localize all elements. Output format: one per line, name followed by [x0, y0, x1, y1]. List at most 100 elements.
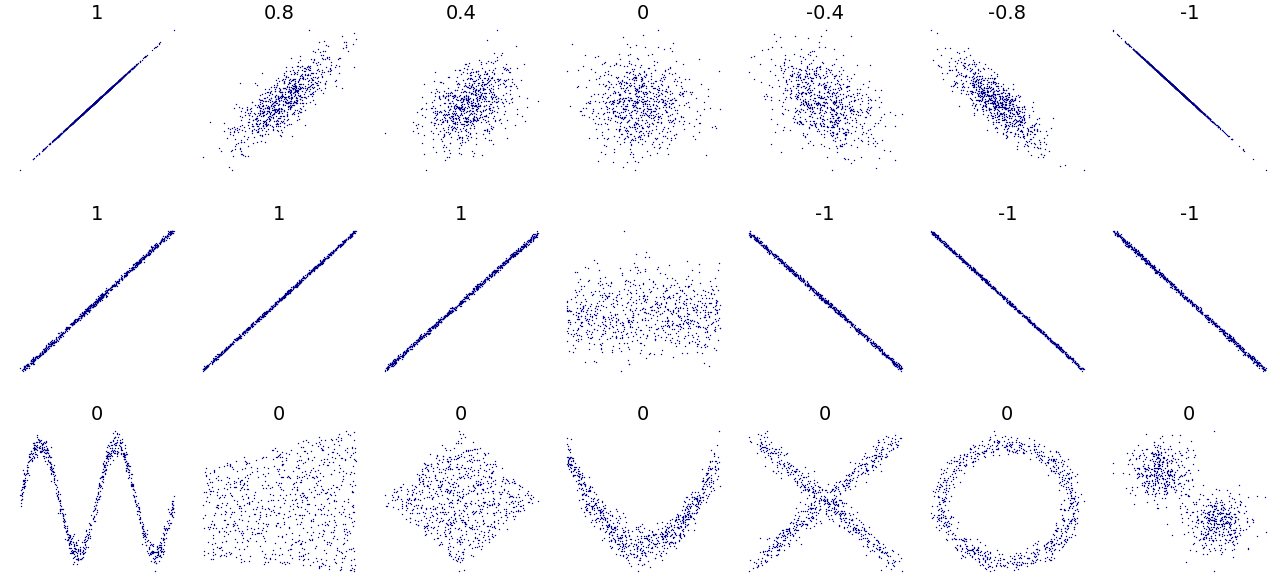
Point	[957, 258, 978, 267]
Point	[1126, 48, 1147, 57]
Point	[142, 243, 163, 252]
Point	[334, 238, 355, 247]
Point	[229, 333, 250, 342]
Point	[957, 260, 978, 269]
Point	[699, 489, 719, 498]
Point	[14, 478, 35, 487]
Point	[925, 522, 946, 531]
Point	[873, 349, 893, 359]
Point	[933, 494, 954, 503]
Point	[324, 453, 344, 463]
Point	[83, 99, 104, 109]
Point	[1161, 79, 1181, 88]
Point	[77, 305, 97, 314]
Point	[154, 528, 174, 537]
Point	[393, 352, 413, 361]
Point	[1142, 61, 1162, 71]
Point	[614, 530, 635, 540]
Point	[55, 510, 76, 519]
Point	[979, 547, 1000, 557]
Point	[659, 102, 680, 111]
Point	[649, 83, 669, 92]
Point	[225, 478, 246, 487]
Point	[1171, 288, 1192, 298]
Point	[302, 82, 323, 91]
Point	[1000, 551, 1020, 561]
Point	[462, 287, 483, 296]
Point	[142, 244, 163, 253]
Point	[820, 81, 841, 91]
Point	[278, 472, 298, 481]
Point	[61, 119, 82, 128]
Point	[960, 546, 980, 555]
Point	[809, 71, 829, 81]
Point	[109, 75, 129, 85]
Point	[59, 531, 79, 541]
Point	[1056, 350, 1076, 359]
Point	[220, 460, 241, 470]
Point	[481, 467, 502, 477]
Point	[264, 98, 284, 107]
Point	[1161, 466, 1181, 475]
Point	[844, 89, 864, 99]
Point	[969, 450, 989, 459]
Point	[957, 258, 978, 267]
Point	[68, 315, 88, 324]
Point	[280, 102, 301, 112]
Point	[845, 459, 865, 468]
Point	[456, 94, 476, 103]
Point	[804, 500, 824, 510]
Point	[1119, 242, 1139, 252]
Point	[584, 324, 604, 333]
Point	[1041, 336, 1061, 346]
Point	[658, 103, 678, 112]
Point	[307, 260, 328, 269]
Point	[270, 113, 291, 123]
Point	[884, 360, 905, 370]
Point	[634, 98, 654, 107]
Point	[591, 120, 612, 129]
Point	[238, 325, 259, 334]
Point	[1143, 465, 1164, 474]
Point	[1149, 267, 1170, 276]
Point	[1023, 319, 1043, 329]
Point	[228, 333, 248, 342]
Point	[867, 544, 887, 553]
Point	[1201, 314, 1221, 324]
Point	[474, 276, 494, 286]
Point	[458, 58, 479, 68]
Point	[70, 554, 91, 564]
Point	[1004, 115, 1024, 124]
Point	[1034, 553, 1055, 562]
Point	[312, 525, 333, 534]
Point	[977, 554, 997, 564]
Point	[645, 89, 666, 99]
Point	[393, 350, 413, 360]
Point	[991, 120, 1011, 130]
Point	[319, 42, 339, 51]
Point	[79, 520, 100, 529]
Point	[1025, 130, 1046, 139]
Point	[486, 262, 507, 272]
Point	[1176, 93, 1197, 102]
Point	[56, 522, 77, 531]
Point	[56, 124, 77, 134]
Point	[600, 96, 621, 106]
Point	[259, 107, 279, 116]
Point	[699, 334, 719, 343]
Point	[116, 68, 137, 78]
Point	[782, 465, 803, 475]
Point	[88, 481, 109, 490]
Point	[887, 436, 908, 446]
Point	[788, 67, 809, 77]
Point	[608, 91, 628, 100]
Point	[430, 517, 451, 526]
Point	[809, 506, 829, 515]
Point	[1059, 352, 1079, 361]
Point	[50, 332, 70, 342]
Point	[607, 530, 627, 539]
Point	[15, 474, 36, 483]
Point	[1033, 327, 1053, 336]
Point	[440, 547, 461, 556]
Point	[252, 311, 273, 321]
